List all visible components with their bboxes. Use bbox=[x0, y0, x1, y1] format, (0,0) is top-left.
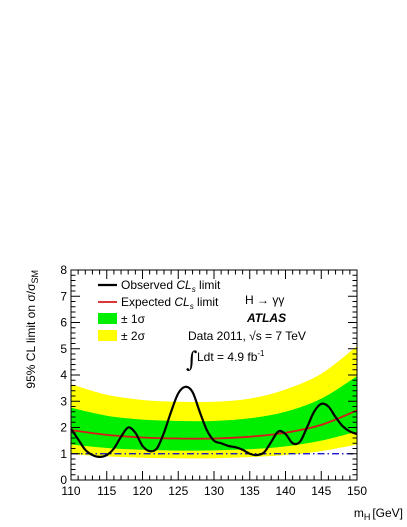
x-tick-label: 150 bbox=[347, 484, 367, 498]
x-axis-label: mH [GeV] bbox=[354, 506, 403, 522]
y-tick-label: 3 bbox=[60, 394, 67, 408]
lumi-label: Ldt = 4.9 fb-1 bbox=[197, 349, 265, 364]
x-tick-label: 135 bbox=[240, 484, 260, 498]
y-tick-label: 0 bbox=[60, 473, 67, 487]
legend-2sigma-label: ± 2σ bbox=[121, 329, 146, 343]
y-axis-label: 95% CL limit on σ/σSM bbox=[24, 270, 40, 389]
y-tick-label: 2 bbox=[60, 421, 67, 435]
x-tick-label: 140 bbox=[275, 484, 295, 498]
legend-1sigma-swatch bbox=[98, 313, 117, 324]
x-tick-label: 115 bbox=[97, 484, 116, 498]
series-observed-line bbox=[70, 385, 358, 459]
x-tick-label: 120 bbox=[132, 484, 152, 498]
y-tick-label: 5 bbox=[60, 342, 67, 356]
y-tick-label: 8 bbox=[60, 263, 67, 277]
experiment-label: ATLAS bbox=[246, 311, 286, 325]
plot-area bbox=[70, 346, 358, 459]
x-tick-label: 130 bbox=[204, 484, 224, 498]
axis-ticks bbox=[70, 269, 358, 481]
y-tick-label: 1 bbox=[60, 447, 67, 461]
x-tick-label: 125 bbox=[168, 484, 188, 498]
legend-1sigma-label: ± 1σ bbox=[121, 312, 146, 326]
axis-tick-labels: 110 115 120 125 130 135 140 145 150 0 1 2 3 4 5 6 7 8 bbox=[60, 263, 367, 498]
y-tick-label: 7 bbox=[60, 289, 67, 303]
legend: Observed CLs limit Expected CLs limit ± … bbox=[98, 278, 221, 343]
lumi-integral-sign: ∫ bbox=[186, 348, 198, 373]
process-label: H → γγ bbox=[245, 293, 284, 307]
dataset-label: Data 2011, √s = 7 TeV bbox=[188, 329, 306, 343]
legend-expected-label: Expected CLs limit bbox=[121, 295, 219, 311]
y-tick-label: 4 bbox=[60, 368, 67, 382]
legend-2sigma-swatch bbox=[98, 330, 117, 341]
legend-observed-label: Observed CLs limit bbox=[121, 278, 221, 294]
x-tick-label: 110 bbox=[61, 484, 80, 498]
y-tick-label: 6 bbox=[60, 316, 67, 330]
x-tick-label: 145 bbox=[311, 484, 331, 498]
series-expected-line bbox=[70, 409, 358, 440]
